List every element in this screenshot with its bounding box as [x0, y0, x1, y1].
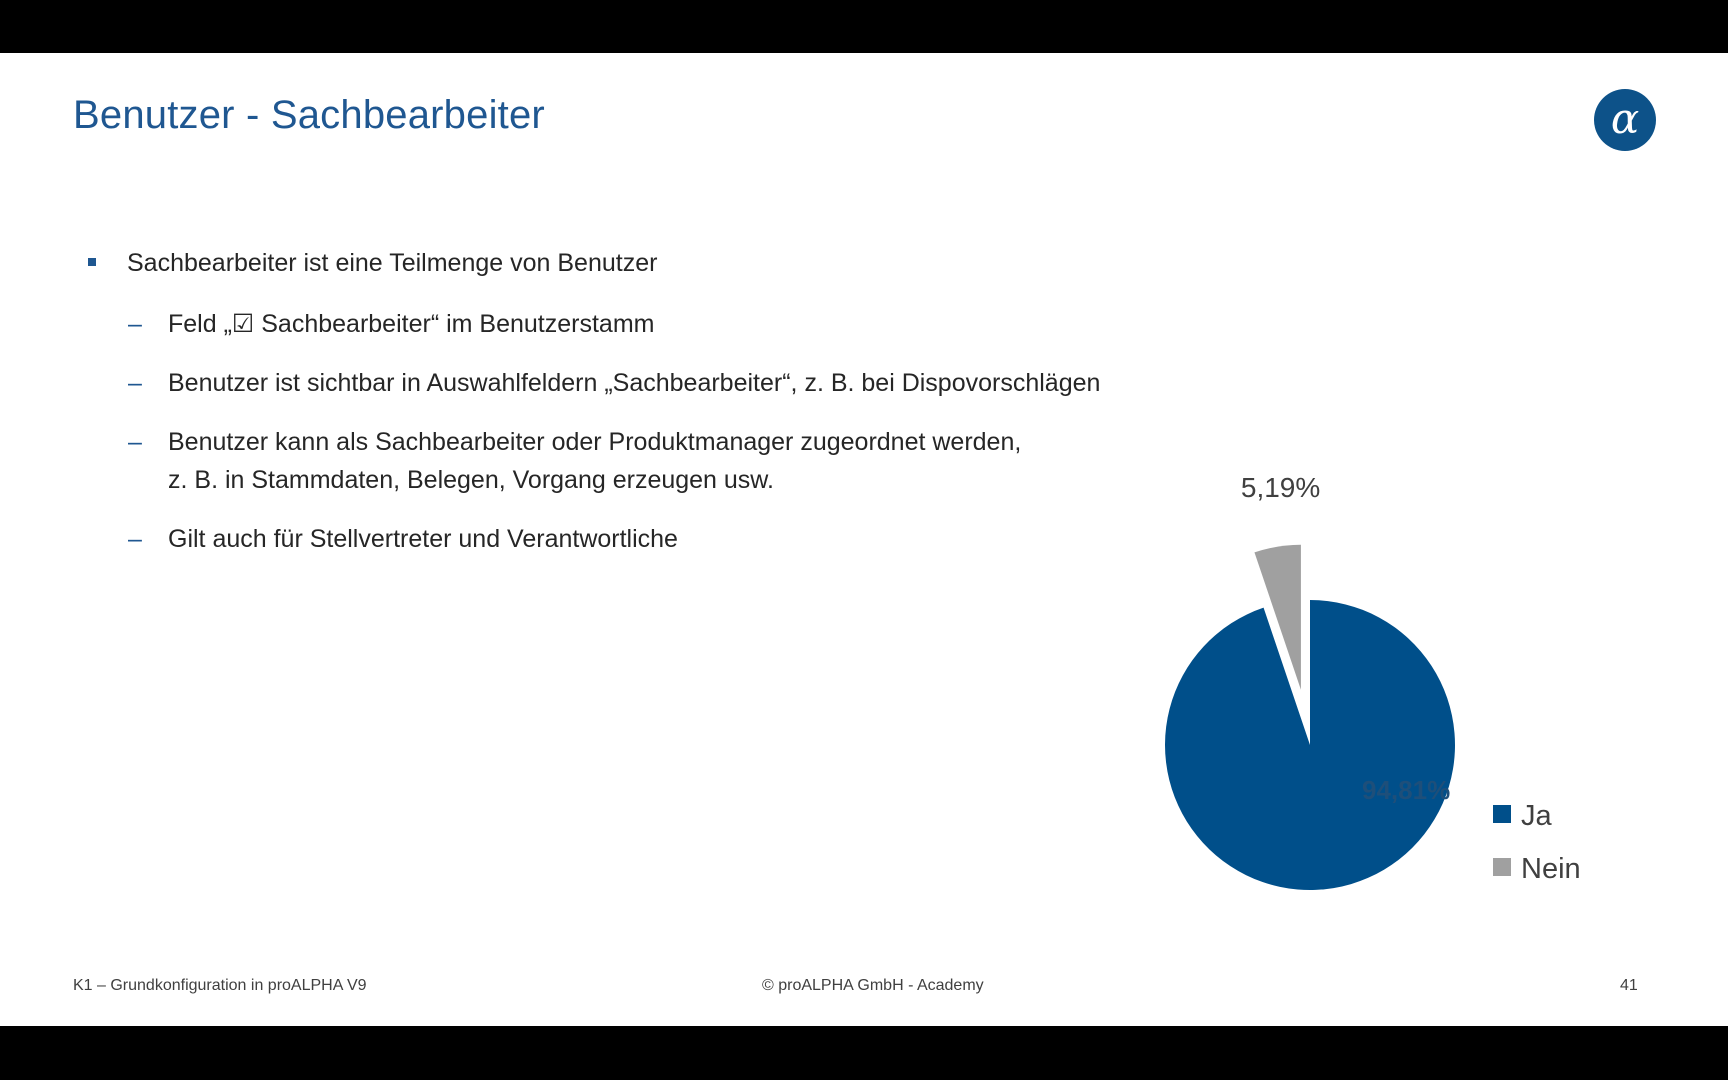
bullet-main: Sachbearbeiter ist eine Teilmenge von Be…: [127, 249, 658, 277]
legend-swatch-nein: [1493, 858, 1511, 876]
sub-bullet-4-line-1: Gilt auch für Stellvertreter und Verantw…: [168, 525, 678, 553]
footer-copyright: © proALPHA GmbH - Academy: [762, 977, 984, 994]
dash-icon: –: [128, 369, 142, 397]
pie-chart: 94,81% 5,19% Ja Nein: [1165, 472, 1581, 890]
alpha-logo-icon: α: [1594, 89, 1656, 151]
letterbox-top: [0, 0, 1728, 53]
sub-bullet-3: Benutzer kann als Sachbearbeiter oder Pr…: [168, 423, 1021, 499]
dash-icon: –: [128, 310, 142, 338]
dash-icon: –: [128, 428, 142, 456]
dash-icon: –: [128, 525, 142, 553]
sub-bullet-4: Gilt auch für Stellvertreter und Verantw…: [168, 520, 678, 558]
legend-label-ja: Ja: [1521, 800, 1553, 832]
sub-bullet-1-line-1: Feld „☑ Sachbearbeiter“ im Benutzerstamm: [168, 310, 655, 338]
legend-swatch-ja: [1493, 805, 1511, 823]
pie-data-label-ja: 94,81%: [1362, 775, 1450, 805]
bullet-square-icon: [88, 258, 96, 266]
letterbox-bottom: [0, 1026, 1728, 1080]
slide: Benutzer - Sachbearbeiter α Sachbearbeit…: [0, 53, 1728, 1026]
footer-page-number: 41: [1620, 977, 1638, 994]
sub-bullet-2: Benutzer ist sichtbar in Auswahlfeldern …: [168, 364, 1100, 402]
pie-data-label-nein: 5,19%: [1241, 472, 1320, 503]
sub-bullet-1: Feld „☑ Sachbearbeiter“ im Benutzerstamm: [168, 305, 654, 343]
legend-label-nein: Nein: [1521, 853, 1581, 885]
svg-text:α: α: [1611, 94, 1639, 143]
pie-slice-ja: [1165, 600, 1455, 890]
sub-bullet-2-line-1: Benutzer ist sichtbar in Auswahlfeldern …: [168, 369, 1101, 397]
footer-course: K1 – Grundkonfiguration in proALPHA V9: [73, 977, 367, 994]
sub-bullet-3-line-1: Benutzer kann als Sachbearbeiter oder Pr…: [168, 428, 1022, 456]
pie-slice-nein: [1254, 544, 1301, 690]
sub-bullet-3-line-2: z. B. in Stammdaten, Belegen, Vorgang er…: [168, 466, 774, 494]
slide-title: Benutzer - Sachbearbeiter: [73, 93, 545, 137]
